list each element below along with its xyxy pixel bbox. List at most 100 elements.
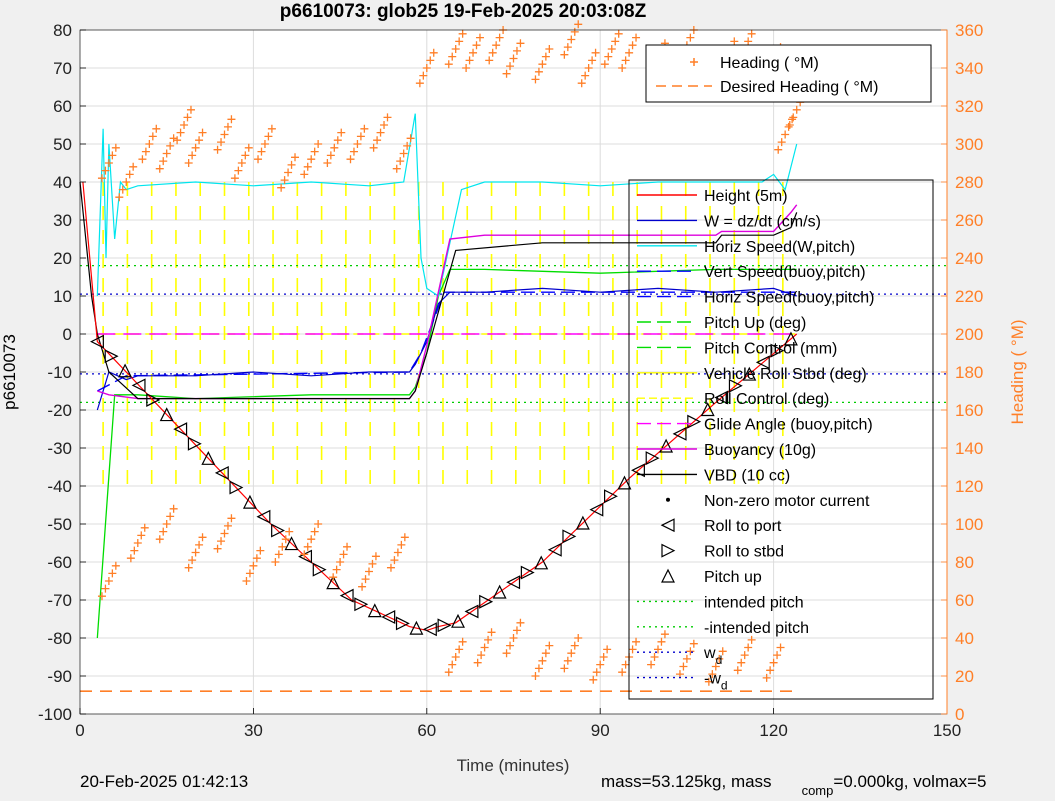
y2-tick-label: 80 xyxy=(955,553,974,572)
main-legend-label: Vehicle Roll Stbd (deg) xyxy=(704,366,867,383)
axes: 0 30 60 90 120 15080706050403020100-10-20-30-… xyxy=(38,21,983,740)
heading-marker xyxy=(682,654,691,663)
heading-marker xyxy=(488,48,497,57)
y-tick-label: 0 xyxy=(63,325,72,344)
heading-marker xyxy=(711,662,720,671)
heading-marker xyxy=(455,37,464,46)
main-legend-label: Horiz Speed(W,pitch) xyxy=(704,239,855,256)
heading-marker xyxy=(762,673,771,682)
y2-tick-label: 300 xyxy=(955,135,983,154)
heading-marker xyxy=(244,143,253,152)
heading-marker xyxy=(607,45,616,53)
heading-marker xyxy=(101,584,110,593)
roll-marker xyxy=(700,402,715,417)
y-tick-label: 10 xyxy=(53,287,72,306)
y2-tick-label: 60 xyxy=(955,591,974,610)
y2-tick-label: 20 xyxy=(955,667,974,686)
roll-marker xyxy=(187,436,202,451)
heading-marker xyxy=(429,48,438,57)
heading-marker xyxy=(679,662,688,671)
roll-marker xyxy=(687,414,702,429)
heading-marker xyxy=(300,550,309,559)
heading-marker xyxy=(399,149,408,158)
heading-marker xyxy=(512,46,521,55)
heading-marker xyxy=(191,143,200,152)
heading-marker xyxy=(198,128,207,137)
heading-marker xyxy=(333,136,342,145)
heading-marker xyxy=(516,618,525,627)
main-legend-label: Roll to port xyxy=(704,518,782,535)
heading-marker xyxy=(332,565,341,574)
main-legend-label: intended pitch xyxy=(704,594,804,611)
heading-marker xyxy=(570,641,579,650)
main-legend-label: W = dz/dt (cm/s) xyxy=(704,213,821,230)
heading-marker xyxy=(138,155,147,164)
heading-marker xyxy=(245,569,254,578)
heading-marker xyxy=(577,79,586,88)
heading-marker xyxy=(600,60,609,69)
heading-marker xyxy=(502,649,511,658)
heading-marker xyxy=(371,552,380,561)
heading-marker xyxy=(509,634,518,642)
roll-marker xyxy=(312,562,327,577)
heading-marker xyxy=(458,29,467,38)
heading-marker xyxy=(492,41,501,50)
heading-marker xyxy=(223,521,232,530)
heading-marker xyxy=(588,56,597,65)
heading-marker xyxy=(217,537,226,546)
x-tick-label: 0 xyxy=(75,721,84,740)
heading-marker xyxy=(386,563,395,572)
heading-marker xyxy=(422,64,431,72)
heading-marker xyxy=(574,20,583,29)
heading-marker xyxy=(715,654,724,663)
heading-marker xyxy=(166,512,175,521)
main-legend-label: VBD (10 cc) xyxy=(704,467,790,484)
heading-marker xyxy=(323,159,332,167)
heading-marker xyxy=(773,651,782,660)
footer-mass-rest: =0.000kg, volmax=5 xyxy=(833,772,987,791)
heading-marker xyxy=(380,121,389,129)
heading-marker xyxy=(310,147,319,156)
heading-marker xyxy=(675,670,684,679)
y2-axis-label: Heading ( °M) xyxy=(1008,319,1027,424)
heading-marker xyxy=(339,550,348,559)
heading-marker xyxy=(314,140,323,148)
heading-marker xyxy=(581,71,590,80)
roll-marker xyxy=(783,331,798,346)
heading-marker xyxy=(130,546,139,555)
roll-marker xyxy=(104,349,119,364)
heading-marker xyxy=(337,128,346,137)
heading-marker xyxy=(97,592,106,601)
roll-marker xyxy=(728,378,743,393)
heading-marker xyxy=(785,121,794,129)
roll-marker xyxy=(464,604,479,619)
heading-marker xyxy=(220,130,229,139)
heading-marker xyxy=(563,43,572,52)
roll-marker xyxy=(604,489,618,504)
heading-marker xyxy=(473,658,482,667)
heading-marker xyxy=(122,178,131,186)
heading-marker xyxy=(242,577,251,585)
heading-marker xyxy=(356,132,365,141)
heading-marker xyxy=(188,151,197,160)
heading-marker xyxy=(383,113,392,122)
heading-marker xyxy=(657,637,666,646)
x-tick-label: 60 xyxy=(417,721,436,740)
heading-marker xyxy=(223,122,232,131)
w-series xyxy=(96,287,797,411)
y-tick-label: 50 xyxy=(53,135,72,154)
heading-marker xyxy=(353,140,362,148)
heading-marker xyxy=(310,527,319,536)
heading-marker xyxy=(152,124,161,133)
heading-marker xyxy=(162,149,171,158)
main-legend-marker xyxy=(666,497,670,502)
y-tick-label: -90 xyxy=(47,667,72,686)
heading-marker xyxy=(252,554,261,563)
heading-marker xyxy=(506,641,515,650)
roll-marker xyxy=(589,502,604,517)
roll-marker xyxy=(506,575,521,590)
heading-marker xyxy=(111,143,120,152)
heading-marker xyxy=(162,520,171,528)
x-tick-label: 150 xyxy=(933,721,961,740)
main-legend-label: Pitch Control (mm) xyxy=(704,340,837,357)
